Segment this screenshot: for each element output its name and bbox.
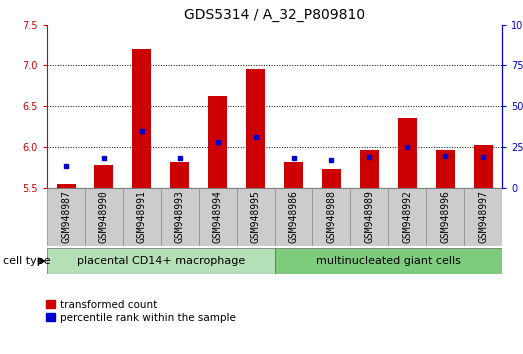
Bar bbox=[275, 248, 502, 274]
Bar bbox=[284, 161, 303, 188]
Bar bbox=[388, 188, 426, 246]
Text: GSM948992: GSM948992 bbox=[402, 190, 412, 243]
Bar bbox=[47, 248, 275, 274]
Bar bbox=[132, 49, 151, 188]
Bar bbox=[464, 188, 502, 246]
Bar bbox=[236, 188, 275, 246]
Text: GSM948987: GSM948987 bbox=[61, 190, 71, 243]
Text: GSM948995: GSM948995 bbox=[251, 190, 260, 243]
Bar bbox=[426, 188, 464, 246]
Bar bbox=[275, 188, 313, 246]
Bar bbox=[246, 69, 265, 188]
Bar bbox=[474, 145, 493, 188]
Text: GSM948996: GSM948996 bbox=[440, 190, 450, 243]
Text: GSM948993: GSM948993 bbox=[175, 190, 185, 243]
Title: GDS5314 / A_32_P809810: GDS5314 / A_32_P809810 bbox=[184, 8, 365, 22]
Legend: transformed count, percentile rank within the sample: transformed count, percentile rank withi… bbox=[42, 296, 240, 327]
Bar bbox=[56, 183, 75, 188]
Text: GSM948991: GSM948991 bbox=[137, 190, 147, 243]
Bar bbox=[95, 165, 113, 188]
Bar bbox=[360, 150, 379, 188]
Bar bbox=[208, 96, 227, 188]
Bar bbox=[85, 188, 123, 246]
Bar bbox=[350, 188, 388, 246]
Bar bbox=[398, 119, 417, 188]
Bar bbox=[199, 188, 236, 246]
Text: cell type: cell type bbox=[3, 256, 50, 266]
Bar bbox=[170, 161, 189, 188]
Bar bbox=[312, 188, 350, 246]
Bar bbox=[47, 188, 85, 246]
Bar bbox=[161, 188, 199, 246]
Text: multinucleated giant cells: multinucleated giant cells bbox=[316, 256, 461, 266]
Text: GSM948994: GSM948994 bbox=[213, 190, 223, 243]
Text: GSM948986: GSM948986 bbox=[289, 190, 299, 243]
Text: GSM948990: GSM948990 bbox=[99, 190, 109, 243]
Text: GSM948989: GSM948989 bbox=[365, 190, 374, 243]
Text: GSM948997: GSM948997 bbox=[478, 190, 488, 243]
Bar bbox=[123, 188, 161, 246]
Text: placental CD14+ macrophage: placental CD14+ macrophage bbox=[77, 256, 245, 266]
Text: GSM948988: GSM948988 bbox=[326, 190, 336, 243]
Bar bbox=[436, 150, 454, 188]
Bar bbox=[322, 169, 341, 188]
